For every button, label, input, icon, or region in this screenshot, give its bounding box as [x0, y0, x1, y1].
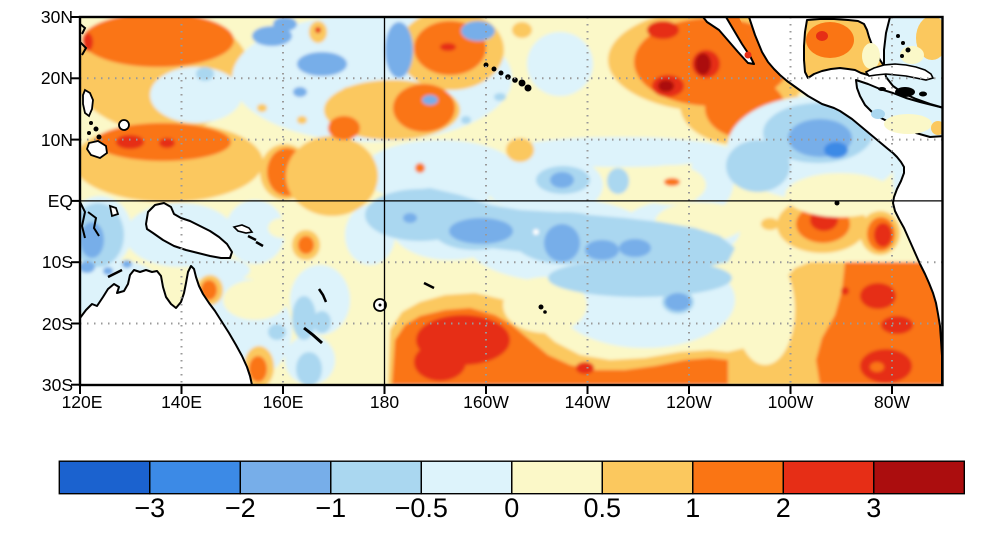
svg-text:0.5: 0.5: [584, 493, 622, 523]
svg-text:3: 3: [866, 493, 881, 523]
svg-text:10N: 10N: [41, 130, 73, 150]
svg-text:0: 0: [504, 493, 519, 523]
svg-text:−0.5: −0.5: [395, 493, 448, 523]
svg-text:−3: −3: [134, 493, 165, 523]
svg-text:140E: 140E: [161, 392, 202, 412]
svg-text:−2: −2: [225, 493, 256, 523]
svg-text:160W: 160W: [463, 392, 509, 412]
svg-text:120E: 120E: [62, 392, 103, 412]
svg-text:2: 2: [776, 493, 791, 523]
svg-text:80W: 80W: [874, 392, 910, 412]
svg-text:180: 180: [370, 392, 399, 412]
svg-text:30N: 30N: [41, 7, 73, 27]
svg-text:EQ: EQ: [48, 191, 73, 211]
svg-text:20S: 20S: [42, 314, 73, 334]
svg-text:100W: 100W: [768, 392, 814, 412]
svg-text:160E: 160E: [263, 392, 304, 412]
svg-text:140W: 140W: [565, 392, 611, 412]
svg-text:−1: −1: [315, 493, 346, 523]
svg-text:1: 1: [685, 493, 700, 523]
svg-text:10S: 10S: [42, 252, 73, 272]
svg-text:20N: 20N: [41, 68, 73, 88]
svg-text:30S: 30S: [42, 375, 73, 395]
svg-text:120W: 120W: [666, 392, 712, 412]
